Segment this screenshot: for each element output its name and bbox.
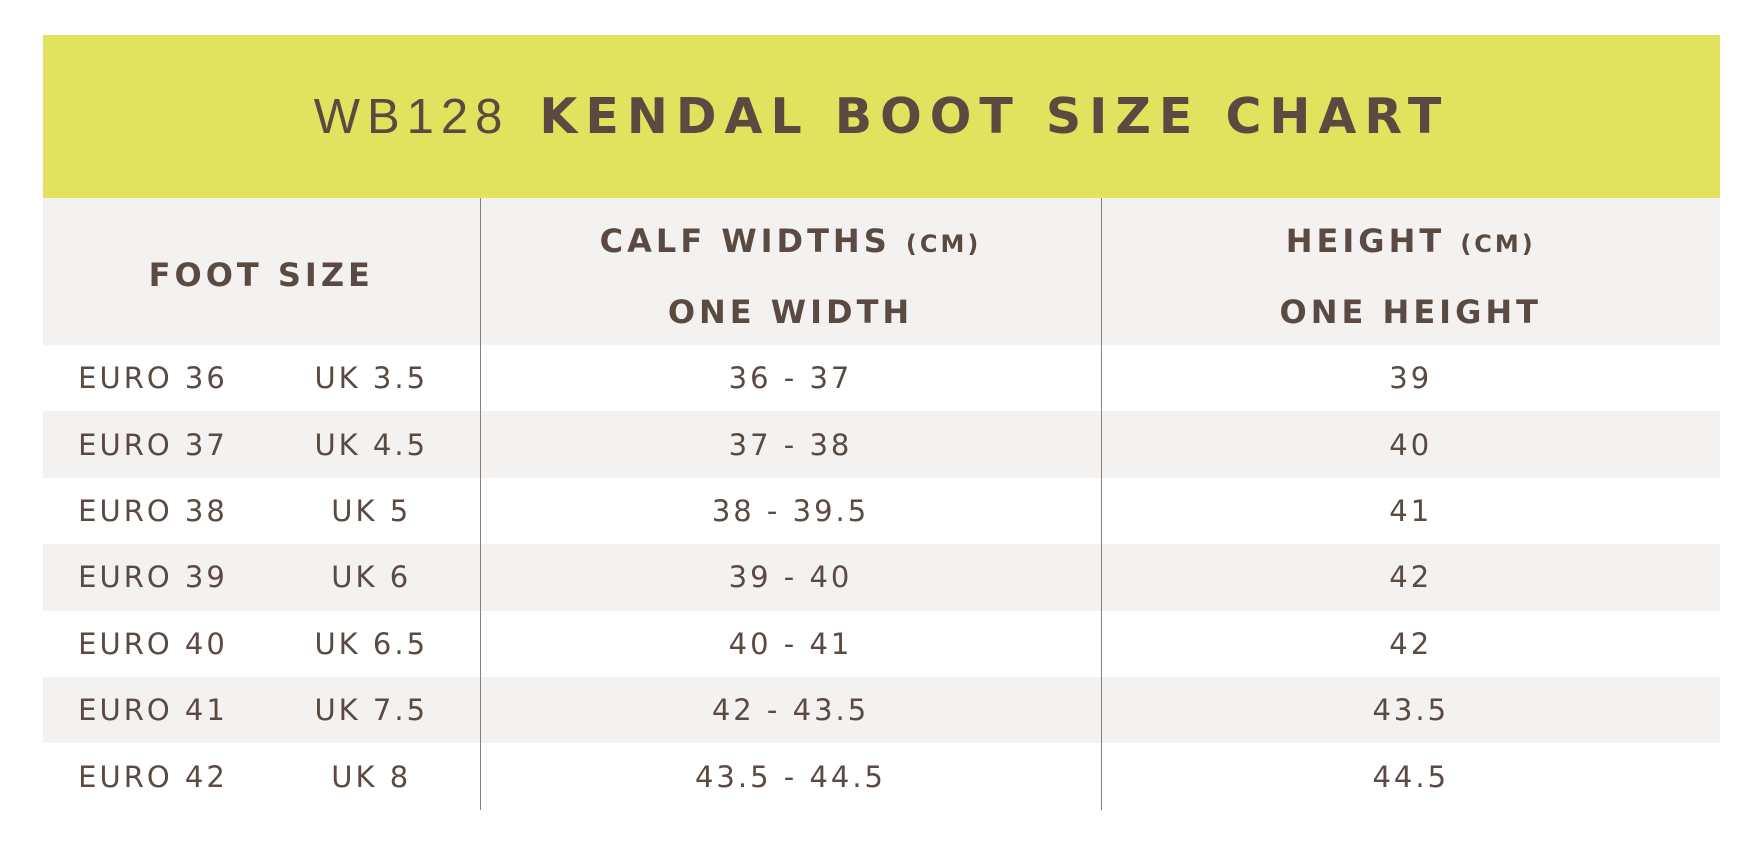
table-row: EURO 39 UK 6 39 - 40 42 [43,544,1720,611]
euro-size-cell: EURO 41 [43,676,263,744]
table-row: EURO 40 UK 6.5 40 - 41 42 [43,610,1720,677]
height-unit-label: (CM) [1460,230,1536,258]
euro-size-cell: EURO 36 [43,345,263,412]
uk-size-cell: UK 8 [263,743,480,810]
size-chart: WB128 KENDAL BOOT SIZE CHART FOOT SIZE C… [43,35,1720,810]
calf-width-cell: 40 - 41 [479,610,1101,677]
calf-unit-label: (CM) [905,230,982,258]
table-row: EURO 36 UK 3.5 36 - 37 39 [43,345,1720,412]
calf-width-cell: 39 - 40 [479,544,1101,611]
uk-size-cell: UK 6 [263,544,480,611]
height-cell: 39 [1100,345,1720,412]
calf-widths-header: CALF WIDTHS (CM) [479,198,1101,278]
table-row: EURO 38 UK 5 38 - 39.5 41 [43,477,1720,545]
chart-title: KENDAL BOOT SIZE CHART [539,88,1450,145]
uk-size-cell: UK 4.5 [263,411,480,478]
calf-width-cell: 37 - 38 [479,411,1101,478]
height-header: HEIGHT (CM) [1100,198,1720,278]
height-subheader: ONE HEIGHT [1100,278,1720,345]
uk-size-cell: UK 7.5 [263,676,480,744]
calf-width-cell: 43.5 - 44.5 [479,743,1101,810]
calf-width-cell: 38 - 39.5 [479,477,1101,545]
uk-size-cell: UK 3.5 [263,345,480,412]
table-row: EURO 37 UK 4.5 37 - 38 40 [43,411,1720,478]
title-band: WB128 KENDAL BOOT SIZE CHART [43,35,1720,198]
uk-size-cell: UK 5 [263,477,480,545]
calf-subheader: ONE WIDTH [479,278,1101,345]
uk-size-cell: UK 6.5 [263,610,480,677]
calf-width-cell: 36 - 37 [479,345,1101,412]
foot-size-header: FOOT SIZE [43,198,480,345]
height-cell: 42 [1100,544,1720,611]
height-cell: 43.5 [1100,676,1720,744]
euro-size-cell: EURO 42 [43,743,263,810]
table-row: EURO 41 UK 7.5 42 - 43.5 43.5 [43,676,1720,744]
size-table: FOOT SIZE CALF WIDTHS (CM) HEIGHT (CM) O… [43,198,1720,810]
euro-size-cell: EURO 40 [43,610,263,677]
height-cell: 44.5 [1100,743,1720,810]
euro-size-cell: EURO 39 [43,544,263,611]
calf-width-cell: 42 - 43.5 [479,676,1101,744]
calf-widths-label: CALF WIDTHS [599,222,891,260]
euro-size-cell: EURO 38 [43,477,263,545]
table-row: EURO 42 UK 8 43.5 - 44.5 44.5 [43,743,1720,810]
height-cell: 42 [1100,610,1720,677]
height-cell: 40 [1100,411,1720,478]
product-code: WB128 [313,89,510,144]
foot-size-label: FOOT SIZE [148,255,374,294]
euro-size-cell: EURO 37 [43,411,263,478]
height-cell: 41 [1100,477,1720,545]
height-label: HEIGHT [1285,222,1446,260]
